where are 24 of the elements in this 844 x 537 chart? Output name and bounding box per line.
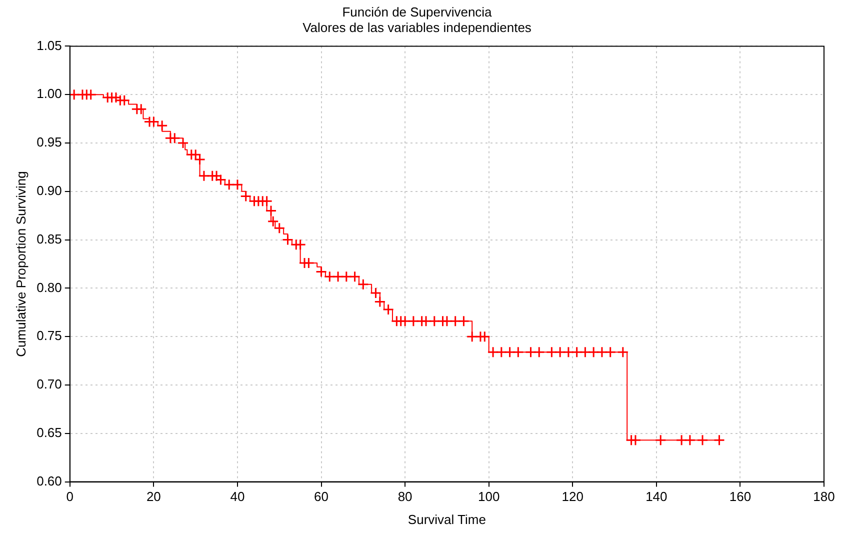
y-tick-label: 0.70 [36,376,62,392]
y-tick-label: 0.85 [36,231,62,246]
chart-subtitle: Valores de las variables independientes [302,20,532,35]
x-tick-label: 140 [646,489,668,504]
x-tick-label: 0 [66,489,74,504]
x-tick-label: 120 [562,489,584,504]
x-tick-label: 20 [146,489,161,504]
y-tick-label: 0.95 [36,134,62,150]
y-tick-label: 0.60 [36,473,62,488]
y-tick-label: 1.05 [36,38,62,53]
x-tick-label: 100 [478,489,500,504]
x-tick-label: 60 [314,489,328,504]
x-tick-label: 40 [230,489,245,504]
y-tick-label: 0.75 [36,328,62,344]
x-axis-title: Survival Time [408,512,486,527]
y-tick-label: 0.90 [36,182,62,198]
y-tick-label: 0.65 [36,424,62,440]
x-tick-label: 160 [729,489,752,504]
x-tick-label: 80 [398,489,412,504]
y-tick-label: 0.80 [36,280,62,295]
y-tick-label: 1.00 [36,86,62,102]
y-axis-title: Cumulative Proportion Surviving [13,171,28,357]
x-tick-label: 180 [813,489,835,504]
chart-title: Función de Supervivencia [342,4,493,20]
